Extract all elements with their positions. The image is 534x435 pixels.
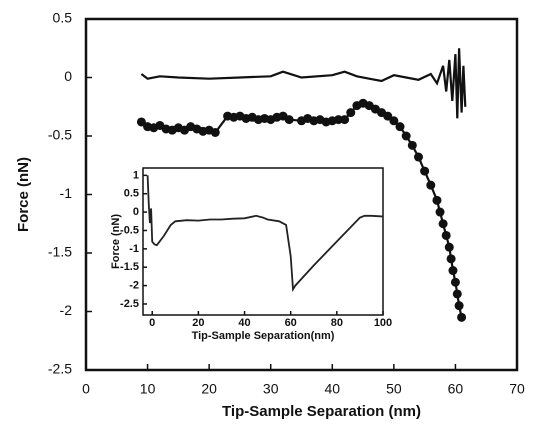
data-point — [438, 219, 448, 229]
data-point — [395, 122, 405, 132]
data-point — [210, 127, 220, 137]
x-tick-label: 30 — [263, 381, 279, 397]
x-tick-label: 60 — [285, 317, 297, 329]
plot-area — [142, 167, 384, 316]
y-tick-label: -1 — [129, 243, 139, 255]
data-point — [284, 115, 294, 125]
y-axis-title: Force (nN) — [15, 157, 32, 232]
data-point — [389, 116, 399, 126]
x-tick-label: 20 — [192, 317, 204, 329]
data-point — [407, 140, 417, 150]
data-point — [136, 117, 146, 127]
data-point — [450, 277, 460, 287]
x-axis-title: Tip-Sample Separation(nm) — [192, 330, 335, 342]
y-axis-title: Force (nN) — [110, 214, 122, 269]
data-point — [383, 111, 393, 121]
data-point — [452, 289, 462, 299]
y-tick-label: 1 — [133, 169, 139, 181]
x-tick-label: 100 — [374, 317, 392, 329]
data-line — [146, 175, 384, 293]
y-tick-label: -1.5 — [48, 244, 72, 260]
x-tick-label: 50 — [386, 381, 402, 397]
data-point — [441, 230, 451, 240]
y-tick-label: 0 — [64, 68, 72, 84]
data-point — [340, 115, 350, 125]
y-tick-label: -2 — [60, 302, 73, 318]
x-tick-label: 60 — [448, 381, 464, 397]
data-point — [432, 195, 442, 205]
data-point — [413, 152, 423, 162]
y-tick-label: -1.5 — [120, 261, 139, 273]
data-point — [333, 115, 343, 125]
y-tick-label: 0 — [133, 206, 139, 218]
x-tick-label: 70 — [509, 381, 525, 397]
y-tick-label: -2 — [129, 280, 139, 292]
data-point — [448, 266, 458, 276]
x-tick-label: 40 — [324, 381, 340, 397]
y-tick-label: 0.5 — [53, 10, 73, 26]
data-point — [454, 301, 464, 311]
y-tick-label: -1 — [60, 185, 73, 201]
y-tick-label: 0.5 — [124, 188, 139, 200]
x-tick-label: 40 — [238, 317, 250, 329]
data-point — [420, 166, 430, 176]
y-tick-label: -0.5 — [48, 127, 72, 143]
x-tick-label: 20 — [201, 381, 217, 397]
y-tick-label: -0.5 — [120, 224, 139, 236]
x-tick-label: 80 — [331, 317, 343, 329]
y-tick-label: -2.5 — [120, 298, 139, 310]
x-axis-title: Tip-Sample Separation (nm) — [222, 403, 421, 420]
data-point — [444, 242, 454, 252]
data-point — [346, 108, 356, 118]
data-point — [426, 180, 436, 190]
x-tick-label: 10 — [140, 381, 156, 397]
x-tick-label: 0 — [149, 317, 155, 329]
data-point — [435, 207, 445, 217]
data-point — [401, 131, 411, 141]
data-line — [140, 48, 467, 119]
y-tick-label: -2.5 — [48, 361, 72, 377]
x-tick-label: 0 — [82, 381, 90, 397]
data-point — [446, 254, 456, 264]
data-point — [457, 312, 467, 322]
